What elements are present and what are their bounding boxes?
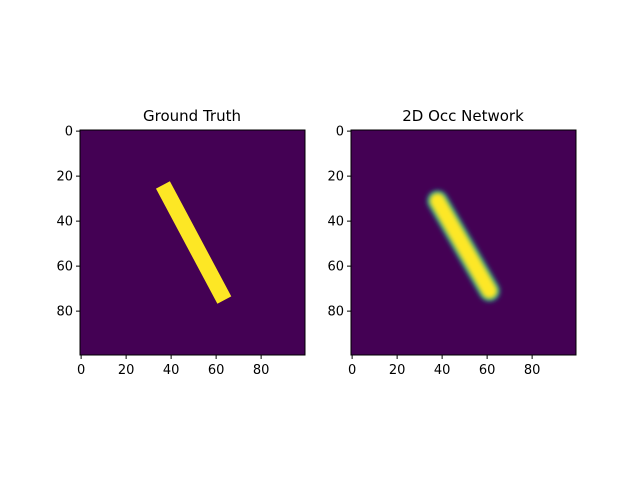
x-tick-label: 40 bbox=[163, 363, 180, 378]
panel-ground-truth: Ground Truth 0 20 40 60 80 0 20 40 60 80 bbox=[56, 107, 306, 378]
y-tick-label: 40 bbox=[327, 215, 344, 230]
y-tick-label: 60 bbox=[56, 260, 73, 275]
heatmap-occupied-region bbox=[155, 181, 232, 304]
panel-2d-occ-network: 2D Occ Network 0 20 40 60 80 0 20 40 60 80 bbox=[327, 107, 577, 378]
x-tick-label: 80 bbox=[253, 363, 270, 378]
x-tick-label: 60 bbox=[479, 363, 496, 378]
panel-title: 2D Occ Network bbox=[402, 107, 524, 125]
plot-frame bbox=[79, 129, 306, 356]
y-tick-label: 20 bbox=[56, 170, 73, 185]
y-tick-label: 40 bbox=[56, 215, 73, 230]
y-axis: 0 20 40 60 80 bbox=[56, 125, 80, 320]
x-tick-label: 0 bbox=[348, 363, 356, 378]
x-tick-label: 60 bbox=[208, 363, 225, 378]
heatmap-foreground bbox=[155, 181, 232, 304]
x-tick-label: 40 bbox=[434, 363, 451, 378]
x-axis: 0 20 40 60 80 bbox=[77, 355, 269, 378]
y-tick-label: 80 bbox=[56, 305, 73, 320]
y-tick-label: 0 bbox=[65, 125, 73, 140]
panel-title: Ground Truth bbox=[143, 107, 241, 125]
x-tick-label: 80 bbox=[524, 363, 541, 378]
y-axis: 0 20 40 60 80 bbox=[327, 125, 351, 320]
y-tick-label: 60 bbox=[327, 260, 344, 275]
x-axis: 0 20 40 60 80 bbox=[348, 355, 540, 378]
y-tick-label: 0 bbox=[336, 125, 344, 140]
y-tick-label: 20 bbox=[327, 170, 344, 185]
x-tick-label: 20 bbox=[389, 363, 406, 378]
x-tick-label: 0 bbox=[77, 363, 85, 378]
heatmap-foreground bbox=[426, 190, 501, 302]
plot-frame bbox=[350, 129, 577, 356]
heatmap-occupied-region bbox=[429, 193, 498, 299]
y-tick-label: 80 bbox=[327, 305, 344, 320]
x-tick-label: 20 bbox=[118, 363, 135, 378]
